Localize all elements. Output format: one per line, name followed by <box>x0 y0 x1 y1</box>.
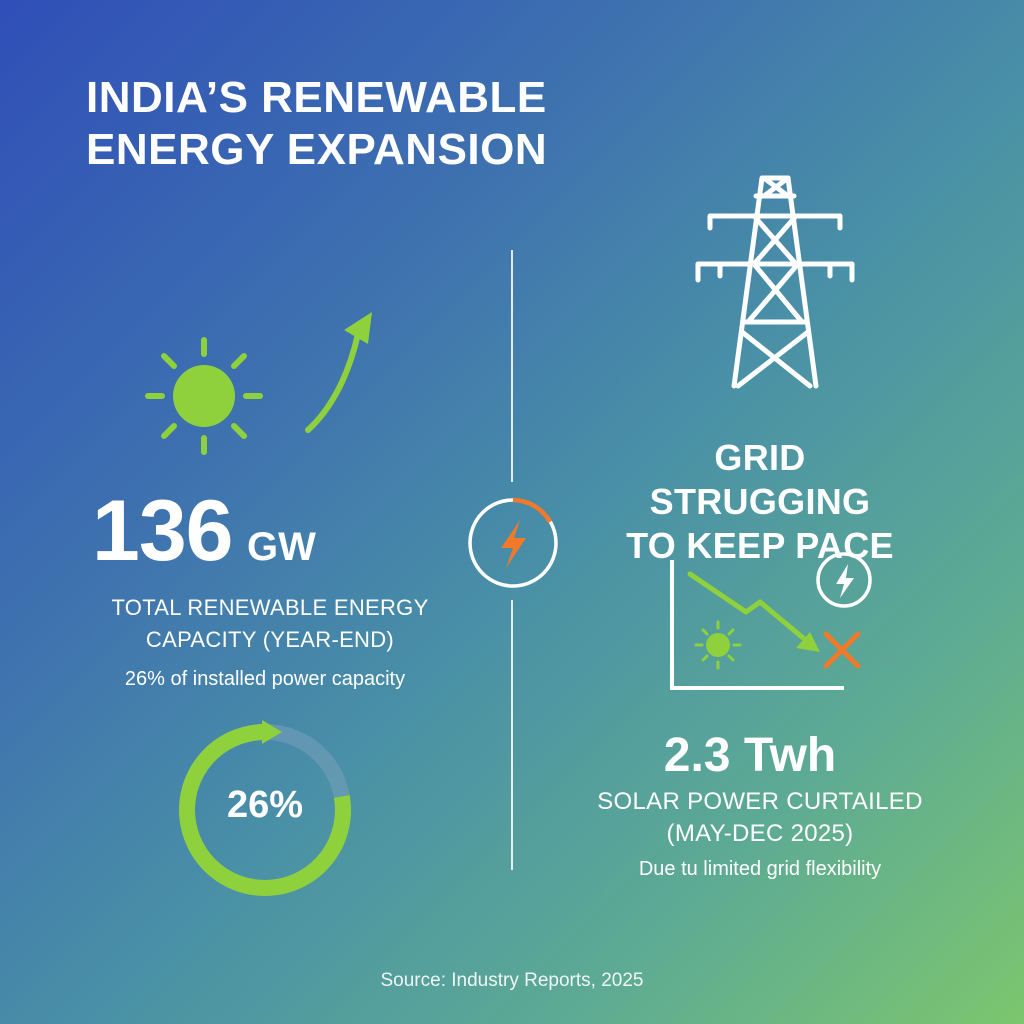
divider-bottom <box>511 600 513 870</box>
capacity-label: TOTAL RENEWABLE ENERGY CAPACITY (YEAR-EN… <box>90 592 450 656</box>
sun-icon <box>145 337 263 455</box>
grid-heading-line-1: GRID STRUGGING <box>649 437 871 522</box>
lightning-circle-icon <box>468 497 558 588</box>
up-arrow-icon <box>305 312 372 433</box>
grid-heading: GRID STRUGGING TO KEEP PACE <box>600 436 920 568</box>
transmission-tower-icon <box>695 175 855 389</box>
grid-heading-line-2: TO KEEP PACE <box>626 525 894 566</box>
capacity-unit: GW <box>246 525 316 569</box>
page-title: INDIA’S RENEWABLE ENERGY EXPANSION <box>86 72 547 176</box>
capacity-note: 26% of installed power capacity <box>124 668 406 690</box>
divider-top <box>511 250 513 482</box>
share-ring <box>179 720 351 896</box>
title-line-1: INDIA’S RENEWABLE <box>86 73 547 122</box>
capacity-label-line-1: TOTAL RENEWABLE ENERGY <box>111 595 429 620</box>
curtailed-note: Due tu limited grid flexibility <box>638 858 882 880</box>
source-footer: Source: Industry Reports, 2025 <box>380 970 644 991</box>
declining-chart-icon <box>670 552 872 690</box>
curtailed-label-line-2: (MAY-DEC 2025) <box>666 820 854 847</box>
curtailed-value: 2.3 Twh <box>663 729 837 782</box>
capacity-value: 136 <box>92 483 233 579</box>
capacity-label-line-2: CAPACITY (YEAR-END) <box>145 627 395 652</box>
curtailed-label: SOLAR POWER CURTAILED (MAY-DEC 2025) <box>580 786 940 850</box>
share-percent: 26% <box>226 784 304 826</box>
curtailed-label-line-1: SOLAR POWER CURTAILED <box>597 788 923 815</box>
title-line-2: ENERGY EXPANSION <box>86 125 548 174</box>
capacity-stat: 136 GW <box>92 482 316 581</box>
